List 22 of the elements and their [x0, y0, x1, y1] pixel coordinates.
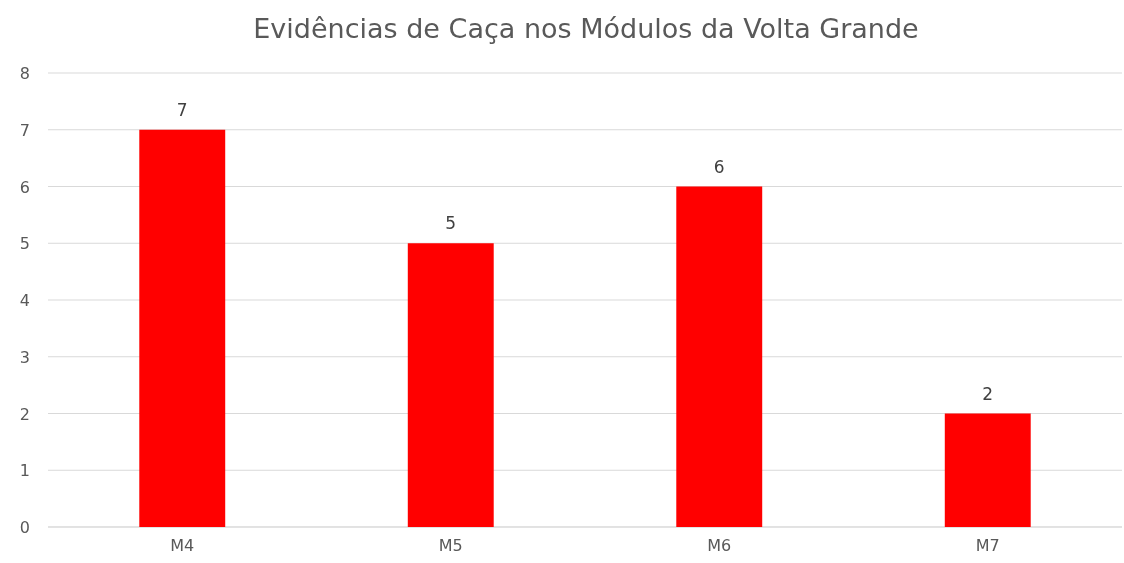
- x-tick-label: M5: [438, 536, 463, 555]
- y-tick-label: 3: [19, 347, 30, 367]
- y-tick-label: 6: [19, 177, 30, 197]
- bar: [676, 186, 763, 527]
- x-tick-label: M6: [707, 536, 732, 555]
- data-label: 6: [713, 156, 725, 177]
- bar: [944, 413, 1031, 527]
- y-tick-label: 1: [19, 461, 30, 481]
- y-tick-label: 0: [19, 518, 30, 537]
- data-label: 7: [176, 99, 188, 120]
- data-label: 5: [445, 213, 457, 234]
- x-tick-label: M4: [170, 536, 195, 555]
- data-label: 2: [982, 383, 994, 404]
- y-tick-label: 8: [19, 64, 30, 83]
- bar: [139, 129, 226, 527]
- y-tick-label: 4: [19, 291, 30, 310]
- x-tick-label: M7: [975, 536, 1000, 555]
- chart-title: Evidências de Caça nos Módulos da Volta Grande: [253, 13, 919, 44]
- y-tick-label: 7: [19, 120, 30, 140]
- y-tick-label: 2: [19, 404, 30, 424]
- bar: [407, 243, 494, 527]
- y-tick-label: 5: [19, 234, 30, 254]
